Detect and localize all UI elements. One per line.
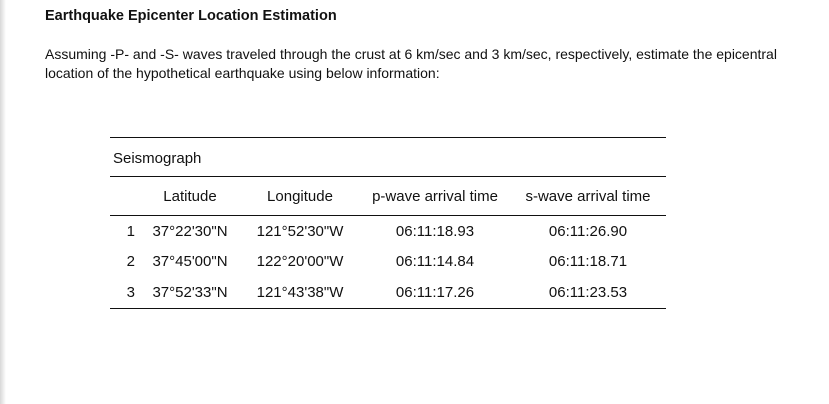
header-p-wave: p-wave arrival time xyxy=(372,187,498,205)
table-row: 1 37°22'30"N 121°52'30"W 06:11:18.93 06:… xyxy=(110,216,666,247)
longitude-cell: 122°20'00"W xyxy=(256,253,344,271)
header-longitude: Longitude xyxy=(267,187,333,205)
seismograph-table: Seismograph Latitude Longitude p-wave ar… xyxy=(110,137,666,309)
header-rule xyxy=(110,215,666,216)
table-header-row: Latitude Longitude p-wave arrival time s… xyxy=(110,177,666,215)
table-row: 3 37°52'33"N 121°43'38"W 06:11:17.26 06:… xyxy=(110,277,666,308)
s-wave-cell: 06:11:23.53 xyxy=(548,283,628,301)
page-edge-shadow xyxy=(0,0,6,404)
p-wave-cell: 06:11:18.93 xyxy=(395,222,475,240)
document-title: Earthquake Epicenter Location Estimation xyxy=(45,8,337,24)
s-wave-cell: 06:11:26.90 xyxy=(548,222,628,240)
table-caption: Seismograph xyxy=(113,150,202,167)
p-wave-cell: 06:11:14.84 xyxy=(395,253,475,271)
row-index: 3 xyxy=(126,283,135,301)
row-index: 2 xyxy=(126,253,135,271)
caption-rule xyxy=(110,176,666,177)
latitude-cell: 37°45'00"N xyxy=(152,253,228,271)
table-row: 2 37°45'00"N 122°20'00"W 06:11:14.84 06:… xyxy=(110,247,666,278)
header-latitude: Latitude xyxy=(163,187,217,205)
problem-statement: Assuming -P- and -S- waves traveled thro… xyxy=(45,46,777,81)
longitude-cell: 121°52'30"W xyxy=(256,222,344,240)
row-index: 1 xyxy=(126,222,135,240)
p-wave-cell: 06:11:17.26 xyxy=(395,283,475,301)
table-bottom-rule xyxy=(110,307,666,309)
longitude-cell: 121°43'38"W xyxy=(256,283,344,301)
table-top-rule xyxy=(110,137,666,138)
header-s-wave: s-wave arrival time xyxy=(525,187,651,205)
latitude-cell: 37°52'33"N xyxy=(152,283,228,301)
s-wave-cell: 06:11:18.71 xyxy=(548,253,628,271)
latitude-cell: 37°22'30"N xyxy=(152,222,228,240)
